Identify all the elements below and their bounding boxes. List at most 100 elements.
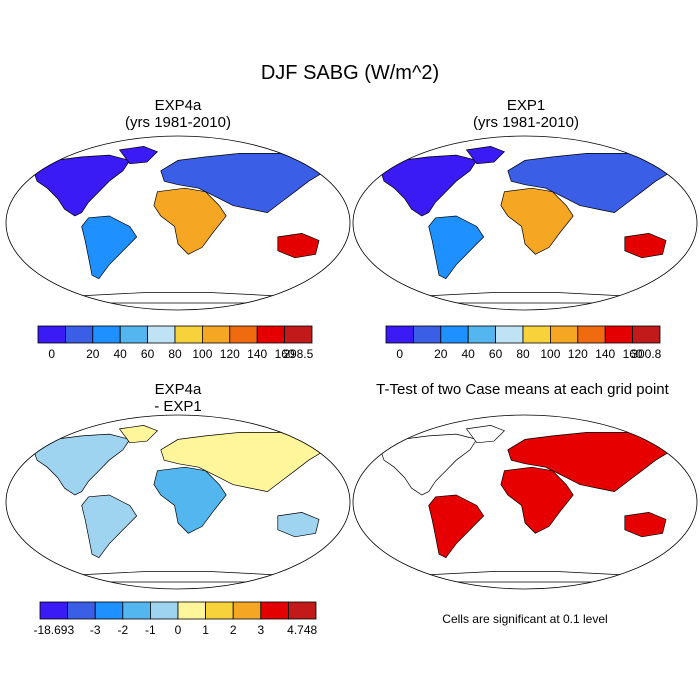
colorbar-swatch xyxy=(232,601,262,620)
map-border xyxy=(5,414,351,590)
continent-greenland xyxy=(465,146,506,165)
colorbar-swatch xyxy=(229,325,258,344)
colorbar-tick-label: 4.748 xyxy=(287,623,318,637)
continent-eurasia xyxy=(507,153,674,213)
colorbar-swatch xyxy=(467,325,497,344)
map-panel-3 xyxy=(5,414,351,590)
colorbar-tick-label: 160 xyxy=(274,347,295,361)
colorbar-tick-label: 100 xyxy=(192,347,213,361)
colorbar-tick-label: 80 xyxy=(516,347,530,361)
map-border xyxy=(5,135,351,311)
colorbar-swatch xyxy=(284,325,313,344)
panel4-title-line1: T-Test of two Case means at each grid po… xyxy=(376,381,669,398)
continent-namerica xyxy=(380,433,478,496)
colorbar-swatch xyxy=(67,601,96,620)
colorbar-tick-label: 60 xyxy=(488,347,503,361)
panel2-title: EXP1 (yrs 1981-2010) xyxy=(396,97,656,131)
map-panel-2 xyxy=(352,135,698,311)
colorbar-tick-label: 80 xyxy=(168,347,182,361)
colorbar-tick-label: -18.693 xyxy=(33,623,75,637)
colorbar-swatch xyxy=(177,601,207,620)
colorbar-swatch xyxy=(65,325,94,344)
colorbar-swatch xyxy=(174,325,203,344)
colorbar-tick-label: 298.5 xyxy=(283,347,314,361)
continent-greenland xyxy=(118,146,159,165)
colorbar-swatch xyxy=(522,325,551,344)
colorbar-tick-label: -1 xyxy=(145,623,156,637)
continent-australia xyxy=(277,233,320,259)
colorbar-swatch xyxy=(495,325,524,344)
colorbar-swatch xyxy=(577,325,606,344)
panel1-title-line2: (yrs 1981-2010) xyxy=(125,114,231,131)
colorbar-tick-label: 140 xyxy=(247,347,268,361)
continent-australia xyxy=(624,512,667,538)
colorbar-swatch xyxy=(147,325,176,344)
colorbar-tick-label: 0 xyxy=(396,347,404,361)
colorbar-swatch xyxy=(550,325,579,344)
colorbar-tick-label: 100 xyxy=(540,347,561,361)
colorbar-tick-label: 0 xyxy=(174,623,182,637)
colorbar-swatch xyxy=(201,325,231,344)
continent-eurasia xyxy=(160,432,327,492)
colorbar-swatch xyxy=(37,325,66,344)
colorbar-swatch xyxy=(122,601,151,620)
colorbar-swatch xyxy=(119,325,148,344)
continent-samerica xyxy=(428,494,485,559)
colorbar-tick-label: 40 xyxy=(113,347,127,361)
panel3-title-line1: EXP4a xyxy=(154,381,202,398)
panel2-title-line1: EXP1 xyxy=(506,97,546,114)
colorbar-tick-label: 120 xyxy=(219,347,240,361)
colorbar-swatch xyxy=(149,601,179,620)
continent-samerica xyxy=(428,215,485,280)
panel1-title: EXP4a (yrs 1981-2010) xyxy=(48,97,308,131)
panel2-title-line2: (yrs 1981-2010) xyxy=(473,114,579,131)
colorbar-tick-label: 0 xyxy=(48,347,56,361)
continent-namerica xyxy=(33,433,131,496)
colorbar-swatch xyxy=(385,325,414,344)
colorbar-swatch xyxy=(287,601,317,620)
colorbar-swatch xyxy=(39,601,69,620)
colorbar-swatch xyxy=(256,325,286,344)
colorbar-swatch xyxy=(260,601,289,620)
colorbar-swatch xyxy=(632,325,661,344)
continent-greenland xyxy=(465,425,506,444)
continent-eurasia xyxy=(160,153,327,213)
colorbar-tick-label: -3 xyxy=(89,623,101,637)
colorbar-tick-label: 2 xyxy=(229,623,237,637)
continent-samerica xyxy=(81,215,138,280)
continent-namerica xyxy=(33,154,131,217)
colorbar-tick-label: 20 xyxy=(434,347,448,361)
colorbar-tick-label: 140 xyxy=(595,347,616,361)
figure-title: DJF SABG (W/m^2) xyxy=(260,62,440,84)
colorbar-tick-label: 120 xyxy=(567,347,588,361)
colorbar-tick-label: 20 xyxy=(86,347,100,361)
colorbar-swatch xyxy=(440,325,469,344)
continent-australia xyxy=(277,512,320,538)
colorbar-tick-label: 3 xyxy=(257,623,265,637)
continent-samerica xyxy=(81,494,138,559)
continent-australia xyxy=(624,233,667,259)
continent-greenland xyxy=(118,425,159,444)
panel4-title: T-Test of two Case means at each grid po… xyxy=(350,381,695,398)
colorbar-tick-label: 40 xyxy=(461,347,475,361)
colorbar-tick-label: 160 xyxy=(622,347,643,361)
map-panel-1 xyxy=(5,135,351,311)
map-panel-4 xyxy=(352,414,698,590)
colorbar-swatch xyxy=(604,325,634,344)
map-border xyxy=(352,414,698,590)
panel3-title: EXP4a - EXP1 xyxy=(48,381,308,415)
colorbar-tick-label: 300.8 xyxy=(631,347,662,361)
colorbar-swatch xyxy=(92,325,121,344)
colorbar-tick-label: 60 xyxy=(140,347,155,361)
map-border xyxy=(352,135,698,311)
colorbar-swatch xyxy=(94,601,124,620)
colorbar-tick-label: 1 xyxy=(202,623,209,637)
colorbar-tick-label: -2 xyxy=(117,623,129,637)
colorbar-swatch xyxy=(412,325,442,344)
significance-note: Cells are significant at 0.1 level xyxy=(442,612,608,626)
continent-eurasia xyxy=(507,432,674,492)
colorbar-swatch xyxy=(205,601,234,620)
panel1-title-line1: EXP4a xyxy=(154,97,202,114)
